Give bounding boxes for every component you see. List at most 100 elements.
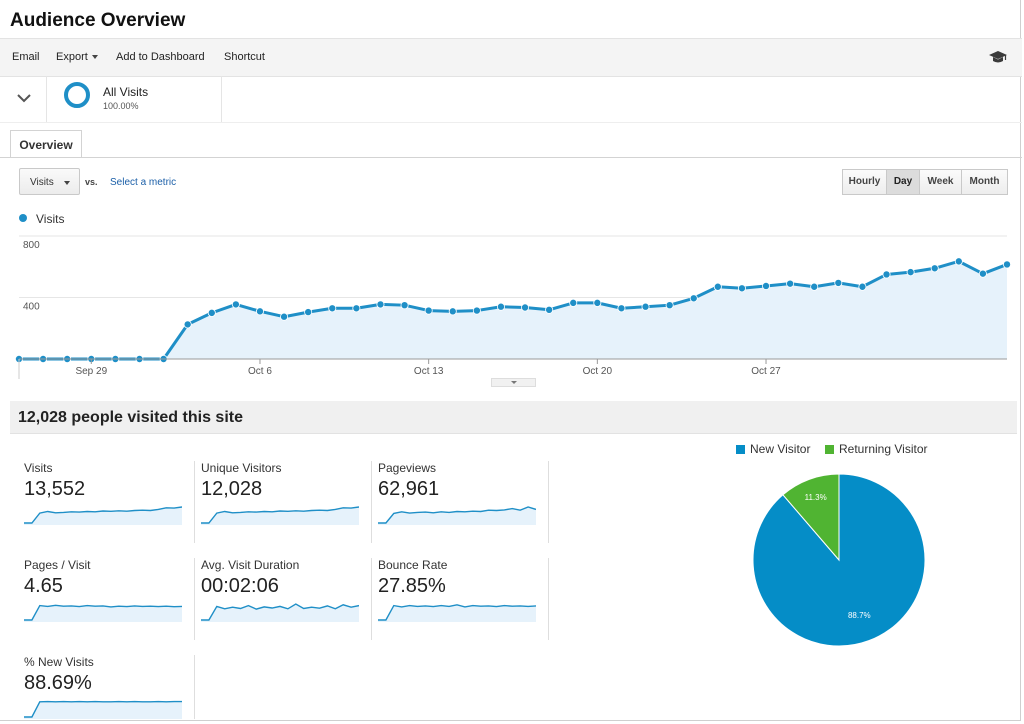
metric-tile-avg-visit-duration[interactable]: Avg. Visit Duration 00:02:06 [201, 558, 372, 640]
data-point [255, 307, 264, 316]
visits-legend-dot [19, 214, 27, 222]
sparkline-line [24, 700, 182, 718]
metric-tile-visits[interactable]: Visits 13,552 [24, 461, 195, 543]
data-point [1003, 260, 1012, 269]
data-point [424, 306, 433, 315]
shortcut-button[interactable]: Shortcut [224, 51, 265, 63]
legend-swatch [825, 445, 834, 454]
add-to-dashboard-button[interactable]: Add to Dashboard [116, 51, 205, 63]
graduation-cap-icon[interactable] [988, 50, 1008, 64]
metric-label: Pages / Visit [24, 558, 91, 572]
select-metric-link[interactable]: Select a metric [110, 177, 177, 188]
chevron-down-icon [91, 55, 98, 60]
sparkline-area [24, 701, 182, 719]
pie-slice [782, 473, 840, 562]
email-button[interactable]: Email [12, 51, 40, 63]
day-button[interactable]: Day [886, 169, 920, 195]
data-point [207, 308, 216, 317]
metric-value: 12,028 [201, 478, 263, 500]
data-point [858, 282, 867, 291]
segment-bar [0, 76, 1022, 123]
sparkline [24, 700, 182, 719]
data-point [641, 302, 650, 311]
export-button[interactable]: Export [56, 51, 98, 63]
summary-bar: 12,028 people visited this site [10, 401, 1017, 434]
visitor-type-pie-chart[interactable]: 88.7% 11.3% [752, 473, 926, 647]
data-point [617, 304, 626, 313]
sparkline [378, 604, 536, 622]
metric-select[interactable]: Visits [19, 168, 80, 195]
x-tick-label: Oct 13 [414, 366, 444, 377]
data-point [930, 264, 939, 273]
metric-tile-unique-visitors[interactable]: Unique Visitors 12,028 [201, 461, 372, 543]
chevron-down-icon [64, 181, 70, 185]
metric-value: 13,552 [24, 478, 86, 500]
metric-label: Visits [24, 461, 53, 475]
data-point [737, 284, 746, 293]
data-point [376, 300, 385, 309]
data-point [400, 301, 409, 310]
sparkline-line [24, 506, 182, 524]
data-point [545, 305, 554, 314]
vs-label: vs. [85, 177, 98, 187]
data-point [496, 302, 505, 311]
tab-overview[interactable]: Overview [10, 130, 82, 158]
metric-tile-pages-per-visit[interactable]: Pages / Visit 4.65 [24, 558, 195, 640]
data-point [954, 257, 963, 266]
sparkline-area [378, 604, 536, 622]
data-point [304, 308, 313, 317]
metric-value: 27.85% [378, 575, 446, 597]
metric-value: 4.65 [24, 575, 63, 597]
divider [221, 76, 222, 122]
metric-tile-pageviews[interactable]: Pageviews 62,961 [378, 461, 549, 543]
segment-ring-icon [64, 82, 90, 108]
visits-line [19, 259, 1008, 361]
data-point [834, 278, 843, 287]
sparkline-line [24, 604, 182, 621]
tab-underline [0, 157, 1022, 158]
pie-legend-returning-visitor[interactable]: Returning Visitor [825, 442, 928, 456]
legend-swatch [736, 445, 745, 454]
metric-label: % New Visits [24, 655, 94, 669]
data-point [906, 268, 915, 277]
summary-text: 12,028 people visited this site [18, 409, 243, 426]
metric-value: 00:02:06 [201, 575, 279, 597]
data-point [280, 312, 289, 321]
data-point [978, 269, 987, 278]
metric-label: Bounce Rate [378, 558, 448, 572]
sparkline-area [24, 605, 182, 622]
metric-value: 88.69% [24, 672, 92, 694]
pie-slice-label: 88.7% [848, 611, 871, 620]
visits-area [19, 261, 1007, 359]
visits-over-time-chart[interactable]: 800 400 Sep 29 Oct 6 Oct 13 Oct 20 Oct 27 [0, 228, 1022, 388]
data-point [521, 303, 530, 312]
segment-percent: 100.00% [103, 101, 139, 111]
sparkline-line [378, 506, 536, 524]
visits-legend-label: Visits [36, 212, 65, 226]
metric-tile-bounce-rate[interactable]: Bounce Rate 27.85% [378, 558, 549, 640]
chart-collapse-handle[interactable] [491, 378, 536, 387]
export-label: Export [56, 51, 88, 63]
hourly-button[interactable]: Hourly [842, 169, 887, 195]
data-point [448, 307, 457, 316]
chevron-down-icon[interactable] [16, 92, 32, 104]
segment-name[interactable]: All Visits [103, 85, 149, 99]
sparkline [378, 506, 536, 525]
x-tick-label: Sep 29 [75, 366, 107, 377]
x-tick-label: Oct 6 [248, 366, 272, 377]
data-point [183, 320, 192, 329]
data-point [569, 298, 578, 307]
month-button[interactable]: Month [961, 169, 1008, 195]
data-point [328, 304, 337, 313]
metric-tile-new-visits[interactable]: % New Visits 88.69% [24, 655, 195, 719]
legend-label: Returning Visitor [839, 442, 928, 456]
sparkline [24, 506, 182, 525]
data-point [352, 304, 361, 313]
sparkline-line [201, 506, 359, 524]
pie-legend-new-visitor[interactable]: New Visitor [736, 442, 810, 456]
week-button[interactable]: Week [919, 169, 962, 195]
data-point [713, 282, 722, 291]
x-tick-label: Oct 20 [583, 366, 613, 377]
data-point [762, 281, 771, 290]
report-toolbar: Email Export Add to Dashboard Shortcut [0, 38, 1022, 77]
